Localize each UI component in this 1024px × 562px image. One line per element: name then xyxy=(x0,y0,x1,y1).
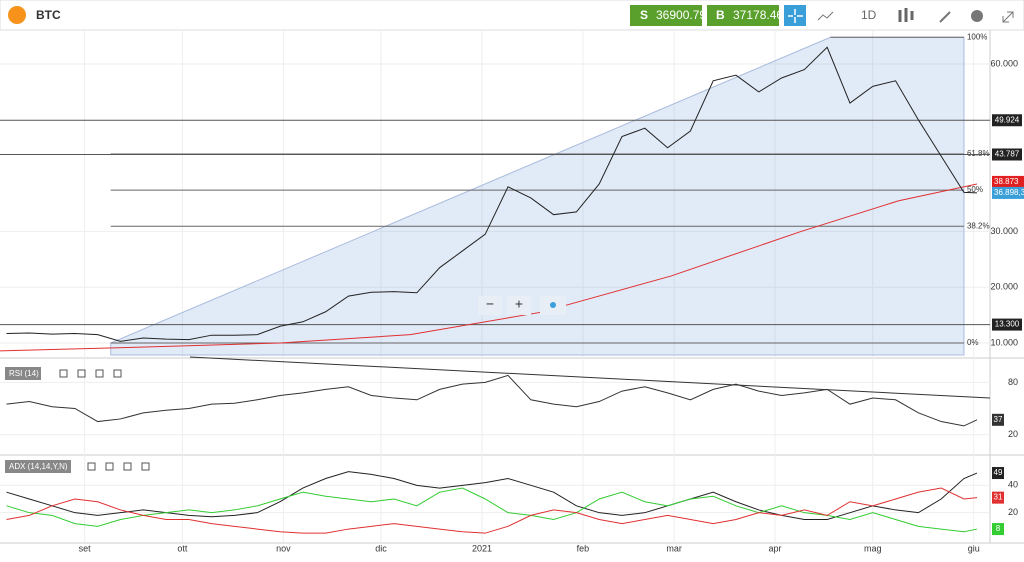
toolbar-bg xyxy=(0,0,1024,31)
x-tick-label: mag xyxy=(864,543,882,553)
zoom-controls: − + xyxy=(478,296,566,315)
price-box xyxy=(992,186,1024,199)
last-value-label: 31 xyxy=(994,493,1003,502)
indicator-label-box xyxy=(5,367,41,380)
price-box xyxy=(992,175,1024,188)
level-box xyxy=(992,148,1022,161)
indicator-tool xyxy=(59,369,68,378)
x-tick-label: nov xyxy=(276,543,291,553)
series-line xyxy=(6,374,978,427)
last-value-box xyxy=(992,491,1004,504)
indicator-tool xyxy=(95,369,104,378)
series-line xyxy=(6,487,978,534)
y-tick-label: 40 xyxy=(1008,480,1018,490)
x-tick-label: feb xyxy=(577,543,590,553)
share-icon xyxy=(550,302,556,308)
fib-label: 0% xyxy=(967,338,979,347)
y-tick-label: 20 xyxy=(1008,507,1018,517)
series-line xyxy=(6,46,977,342)
zoom-out[interactable] xyxy=(478,296,502,315)
last-value-box xyxy=(992,467,1004,480)
crosshair-button[interactable] xyxy=(784,5,806,26)
y-tick-label: 60.000 xyxy=(990,58,1018,68)
zoom-in-label: + xyxy=(515,296,523,312)
last-value-label: 49 xyxy=(994,468,1003,477)
crosshair-icon xyxy=(788,9,803,23)
last-value-box xyxy=(992,523,1004,536)
zoom-out-label: − xyxy=(486,296,494,312)
level-box xyxy=(992,114,1022,127)
x-tick-label: 2021 xyxy=(472,543,492,553)
buy-button[interactable] xyxy=(707,5,779,26)
fib-area xyxy=(110,36,965,356)
level-label: 49.924 xyxy=(995,115,1020,124)
price-label: 38.873 xyxy=(994,177,1019,186)
level-label: 13.300 xyxy=(995,320,1020,329)
last-value-label: 37 xyxy=(994,415,1003,424)
fib-label: 100% xyxy=(967,32,987,41)
x-tick-label: dic xyxy=(375,543,387,553)
fullscreen-button[interactable] xyxy=(1002,11,1014,23)
settings-button[interactable] xyxy=(971,10,983,22)
last-value-box xyxy=(992,413,1004,426)
sell-button[interactable] xyxy=(630,5,702,26)
indicator-tool xyxy=(77,369,86,378)
y-tick-label: 20 xyxy=(1008,429,1018,439)
fib-label: 50% xyxy=(967,185,983,194)
indicator-tool xyxy=(105,462,114,471)
y-tick-label: 20.000 xyxy=(990,282,1018,292)
price-label: 36.898,34 xyxy=(994,188,1024,197)
sell-price: 36900.79 xyxy=(656,8,706,22)
indicator-tool xyxy=(87,462,96,471)
plot-area: set ott nov dic 2021 feb mar apr mag giu 10.000 20.… xyxy=(0,30,1024,553)
series-line xyxy=(6,487,978,533)
buy-price: 37178.46 xyxy=(733,8,783,22)
x-tick-label: apr xyxy=(769,543,782,553)
y-tick-label: 80 xyxy=(1008,377,1018,387)
fib-label: 61.8% xyxy=(967,149,990,158)
y-tick-label: 10.000 xyxy=(990,337,1018,347)
btc-logo xyxy=(8,6,26,24)
indicator-tool xyxy=(141,462,150,471)
candles-button[interactable] xyxy=(898,8,914,22)
symbol: BTC xyxy=(36,8,61,22)
level-label: 43.787 xyxy=(995,150,1020,159)
chart-type-button[interactable] xyxy=(817,11,834,21)
indicator-label-box xyxy=(5,460,71,473)
last-value-label: 8 xyxy=(996,524,1001,533)
level-box xyxy=(992,318,1022,331)
toolbar: BTC S 36900.79 B 37178.46 1D xyxy=(0,0,1024,31)
indicator-tool xyxy=(113,369,122,378)
series-line xyxy=(6,471,978,520)
indicator-label: ADX (14,14,Y,N) xyxy=(9,462,68,471)
indicator-tool xyxy=(123,462,132,471)
interval[interactable]: 1D xyxy=(861,8,877,22)
x-tick-label: mar xyxy=(666,543,682,553)
buy-label: B xyxy=(716,8,725,22)
rsi-trendline xyxy=(189,356,991,399)
y-tick-label: 30.000 xyxy=(990,226,1018,236)
fib-label: 38.2% xyxy=(967,221,990,230)
draw-button[interactable] xyxy=(939,11,951,23)
x-tick-label: giu xyxy=(968,543,980,553)
x-tick-label: set xyxy=(79,543,92,553)
zoom-in[interactable] xyxy=(507,296,531,315)
sell-label: S xyxy=(640,8,648,22)
x-tick-label: ott xyxy=(177,543,188,553)
indicator-label: RSI (14) xyxy=(9,369,39,378)
